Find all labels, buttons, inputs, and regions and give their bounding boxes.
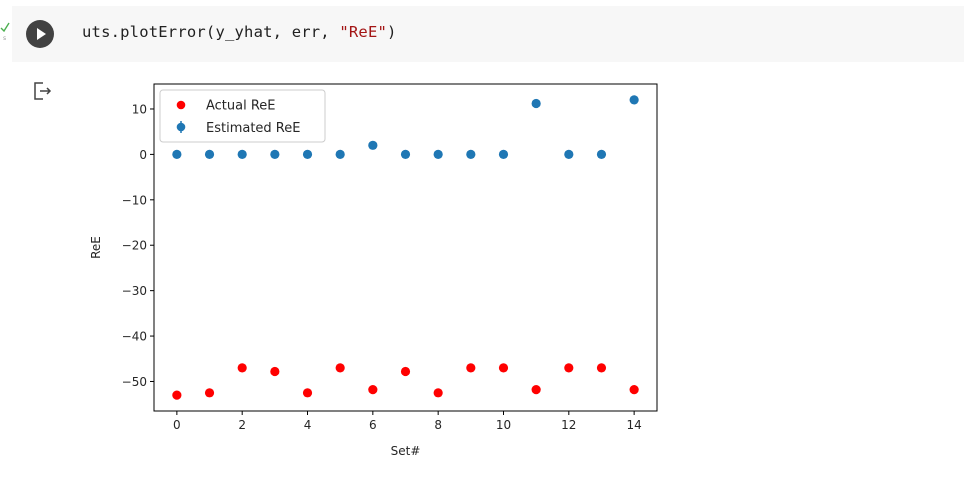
y-axis: 10 0 −10 −20 −30 −40 −50 (122, 102, 154, 389)
y-tick-label: 10 (132, 102, 147, 116)
legend-label-actual: Actual ReE (206, 99, 276, 114)
estimated-ree-point (629, 95, 639, 105)
actual-ree-point (237, 363, 247, 373)
code-cell[interactable]: uts.plotError(y_yhat, err, "ReE") (12, 6, 964, 62)
legend-label-estimated: Estimated ReE (206, 121, 300, 136)
estimated-ree-point (204, 149, 215, 159)
y-tick-label: −30 (122, 284, 147, 298)
actual-ree-point (172, 390, 182, 400)
x-tick-label: 4 (304, 418, 312, 432)
actual-ree-point (433, 388, 443, 398)
actual-ree-point (204, 388, 215, 398)
estimated-ree-point (172, 149, 182, 159)
x-axis-label: Set# (391, 444, 421, 458)
actual-ree-point (629, 385, 639, 395)
estimated-ree-point (270, 149, 280, 159)
x-tick-label: 14 (626, 418, 641, 432)
actual-ree-point (270, 366, 280, 377)
x-axis: 0 2 4 6 8 10 12 14 (173, 411, 642, 432)
estimated-ree-point (400, 149, 411, 159)
scatter-chart: 100−10−20−30−40−50 0 2 4 6 8 10 12 14 Set# ReE … (89, 83, 658, 458)
estimated-ree-point (433, 149, 443, 159)
x-tick-label: 0 (173, 418, 181, 432)
run-cell-button[interactable] (26, 20, 54, 48)
x-tick-label: 12 (561, 418, 576, 432)
estimated-ree-point (335, 149, 345, 159)
executed-check-icon: s (0, 22, 10, 42)
actual-ree-point (531, 385, 541, 395)
actual-ree-point (564, 363, 574, 373)
actual-ree-point (466, 363, 476, 373)
code-string-literal: "ReE" (339, 23, 388, 41)
estimated-ree-point (237, 149, 247, 159)
legend-marker-estimated (176, 122, 186, 132)
actual-ree-point (368, 385, 378, 395)
y-tick-label: −10 (122, 193, 147, 207)
y-tick-label: −40 (122, 330, 147, 344)
svg-text:s: s (3, 35, 6, 42)
y-tick-label: −50 (122, 375, 147, 389)
legend-box (159, 89, 326, 143)
series-actual-points (172, 363, 639, 400)
play-icon (37, 28, 46, 40)
actual-ree-point (400, 366, 411, 377)
y-axis-label: ReE (89, 236, 103, 259)
code-editor[interactable]: uts.plotError(y_yhat, err, "ReE") (82, 23, 397, 41)
estimated-ree-point (564, 149, 574, 159)
code-closing-paren: ) (387, 23, 397, 41)
y-tick-label: −20 (122, 239, 147, 253)
estimated-ree-point (466, 149, 476, 159)
code-text: uts.plotError(y_yhat, err, (82, 23, 340, 41)
y-tick-label: 0 (139, 148, 147, 162)
output-redirect-icon[interactable] (32, 80, 54, 102)
estimated-ree-point (531, 98, 541, 109)
x-tick-label: 10 (496, 418, 511, 432)
estimated-ree-point (498, 149, 509, 159)
actual-ree-point (302, 388, 313, 398)
legend: Actual ReE Estimated ReE (159, 89, 326, 143)
actual-ree-point (335, 363, 345, 373)
x-tick-label: 8 (434, 418, 442, 432)
legend-marker-actual (176, 100, 186, 110)
estimated-ree-point (368, 140, 378, 150)
actual-ree-point (596, 363, 607, 373)
x-tick-label: 2 (238, 418, 246, 432)
x-tick-label: 6 (369, 418, 377, 432)
series-estimated-points (172, 95, 639, 159)
actual-ree-point (498, 363, 509, 373)
estimated-ree-point (302, 149, 313, 159)
estimated-ree-point (596, 149, 607, 159)
